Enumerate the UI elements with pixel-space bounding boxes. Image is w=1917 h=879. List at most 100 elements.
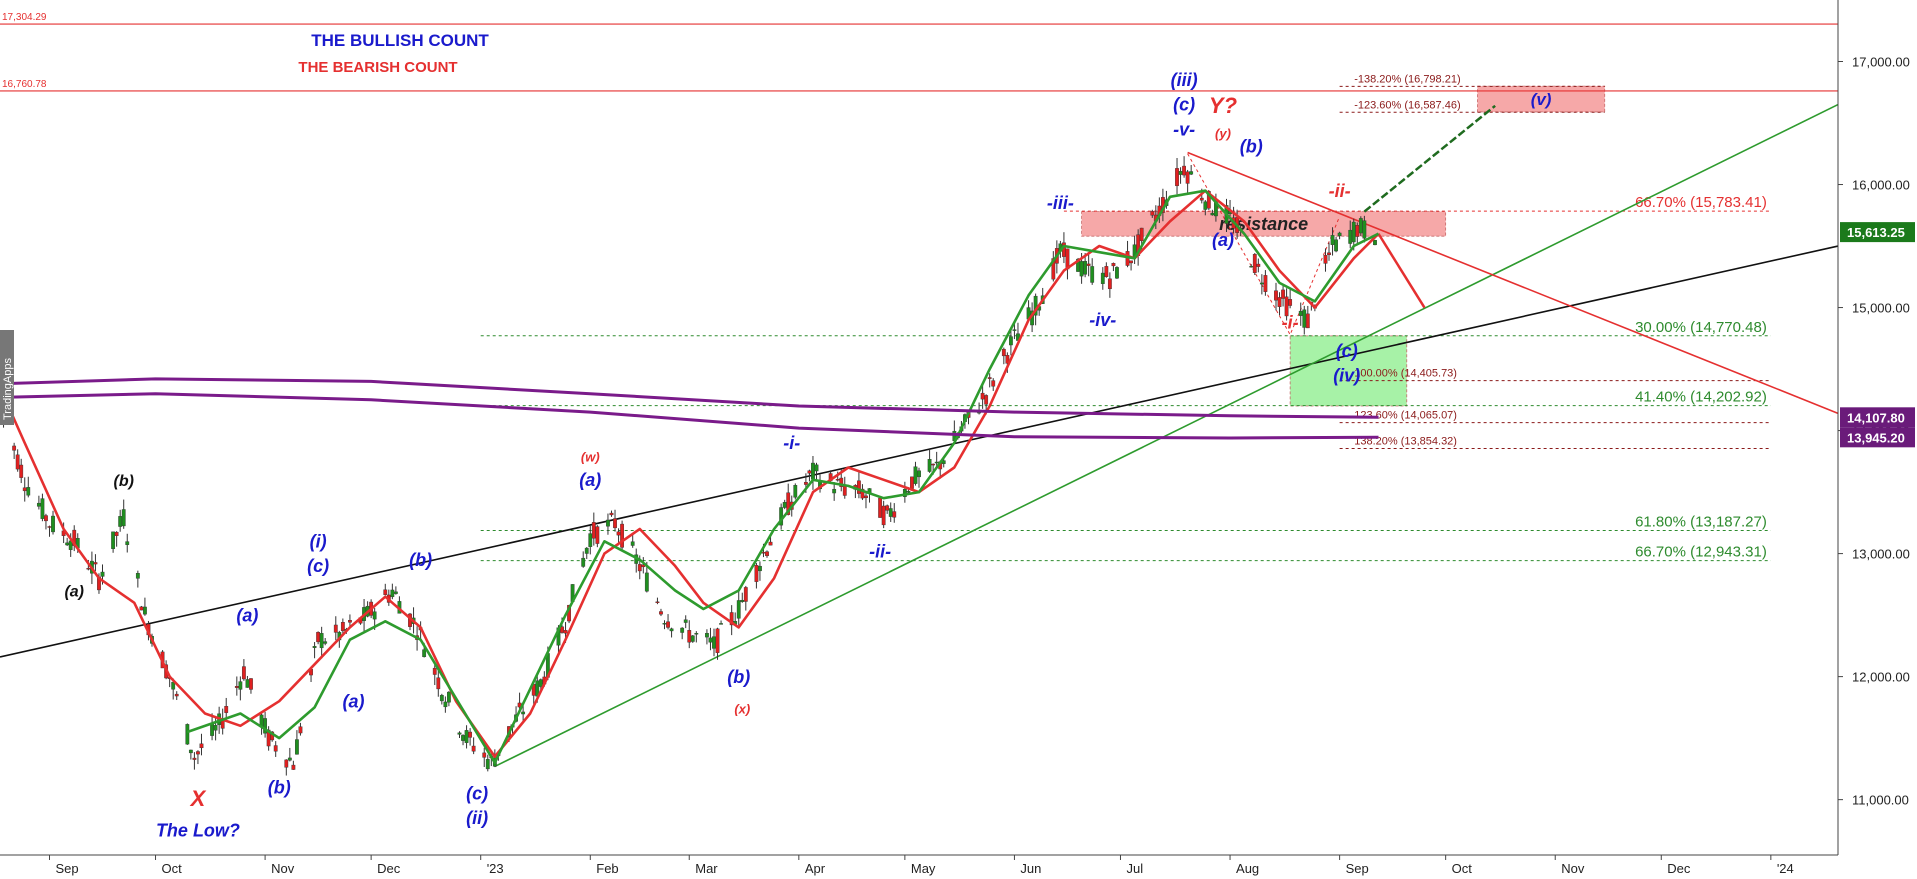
x-tick-label: Dec (1667, 861, 1691, 876)
candle-body (860, 488, 865, 499)
x-tick-label: Aug (1236, 861, 1259, 876)
series-purple-average-2 (0, 392, 1379, 440)
candle-body (36, 502, 41, 507)
horizontal-line-label: 16,760.78 (2, 79, 47, 90)
y-tick-label: 12,000.00 (1852, 670, 1910, 685)
candle-body (729, 612, 734, 626)
candle-body (245, 679, 250, 688)
candle-body (1256, 263, 1261, 267)
x-tick-label: Jun (1020, 861, 1041, 876)
candle-body (736, 600, 741, 619)
candle-body (12, 445, 17, 451)
fib-level-label: 30.00% (14,770.48) (1635, 319, 1767, 336)
candle-body (630, 541, 635, 546)
candle-body (1323, 254, 1328, 264)
wave-labels: (b) (a) X The Low? (a) (b) (i) (c) (a) (b) (c) (ii)… (64, 70, 1360, 840)
wave-label: (x) (734, 702, 750, 717)
candle-body (199, 743, 204, 749)
candle-body (1274, 290, 1278, 301)
wave-label: -v- (1173, 119, 1195, 139)
candle-body (439, 694, 444, 702)
candle-body (224, 706, 229, 713)
candle-body (1115, 267, 1119, 279)
candle-body (263, 718, 267, 734)
wave-label: (y) (1215, 126, 1231, 141)
candle-body (987, 377, 992, 379)
time-axis-bg (0, 855, 1917, 879)
fib-level-label: 100.00% (14,405.73) (1354, 368, 1457, 380)
candle-body (1182, 165, 1186, 176)
trendline-projection-down (1377, 233, 1426, 309)
candle-body (1107, 278, 1112, 290)
candle-body (715, 628, 720, 653)
candle-body (690, 635, 695, 642)
candle-body (44, 515, 48, 522)
candle-body (934, 461, 939, 464)
wave-label: The Low? (156, 821, 240, 841)
candle-body (740, 599, 745, 602)
candle-body (40, 498, 45, 519)
x-tick-label: '23 (487, 861, 504, 876)
candle-body (213, 725, 218, 731)
candle-body (1327, 252, 1331, 256)
wave-label: (b) (113, 473, 133, 490)
series-green-average (186, 189, 1380, 765)
candle-body (340, 622, 345, 632)
x-tick-label: '24 (1777, 861, 1794, 876)
wave-label: (c) (1336, 341, 1358, 361)
candle-body (521, 711, 526, 715)
candle-body (637, 564, 642, 572)
candle-body (22, 487, 27, 492)
wave-label: -iv- (1089, 310, 1116, 330)
candle-body (457, 732, 462, 735)
candle-body (192, 757, 197, 760)
fib-level-label: -123.60% (16,587.46) (1354, 99, 1460, 111)
candle-body (765, 551, 769, 557)
x-tick-label: Dec (377, 861, 401, 876)
candle-body (436, 677, 441, 690)
candle-body (609, 512, 614, 516)
candle-body (15, 454, 20, 470)
candle-body (316, 632, 321, 643)
candle-body (1206, 191, 1211, 209)
price-badge (1840, 222, 1915, 243)
wave-label: (b) (1240, 137, 1263, 157)
candle-body (666, 621, 670, 628)
candle-body (100, 571, 105, 577)
candle-body (719, 623, 723, 625)
candle-body (1348, 229, 1353, 244)
series-purple-average-1 (0, 377, 1379, 419)
candle-body (839, 477, 844, 487)
candle-body (1252, 254, 1257, 273)
candle-body (881, 505, 886, 526)
candle-body (563, 630, 568, 634)
candle-body (348, 620, 352, 623)
candle-body (864, 495, 868, 499)
candle-body (913, 466, 918, 484)
candle-body (333, 624, 338, 633)
candle-body (1083, 261, 1088, 275)
wave-path-dashed (1187, 153, 1341, 336)
candle-body (393, 591, 398, 594)
candle-body (662, 623, 667, 625)
candle-body (1203, 201, 1208, 210)
candle-body (984, 395, 989, 405)
candle-body (284, 759, 289, 768)
candle-body (234, 686, 239, 688)
fib-level-label: 66.70% (15,783.41) (1635, 194, 1767, 211)
candle-body (312, 646, 317, 648)
chart-subtitle: THE BEARISH COUNT (298, 59, 457, 76)
candle-body (683, 619, 688, 623)
candle-body (1012, 329, 1017, 331)
wave-label: -iii- (1047, 193, 1074, 213)
price-badge-label: 15,613.25 (1847, 225, 1905, 240)
candle-body (19, 464, 24, 478)
candle-body (291, 764, 296, 770)
candle-body (1263, 275, 1268, 292)
candle-body (1210, 213, 1215, 216)
y-tick-label: 15,000.00 (1852, 301, 1910, 316)
candle-body (807, 470, 812, 474)
candle-body (485, 759, 490, 770)
candle-body (991, 380, 996, 387)
